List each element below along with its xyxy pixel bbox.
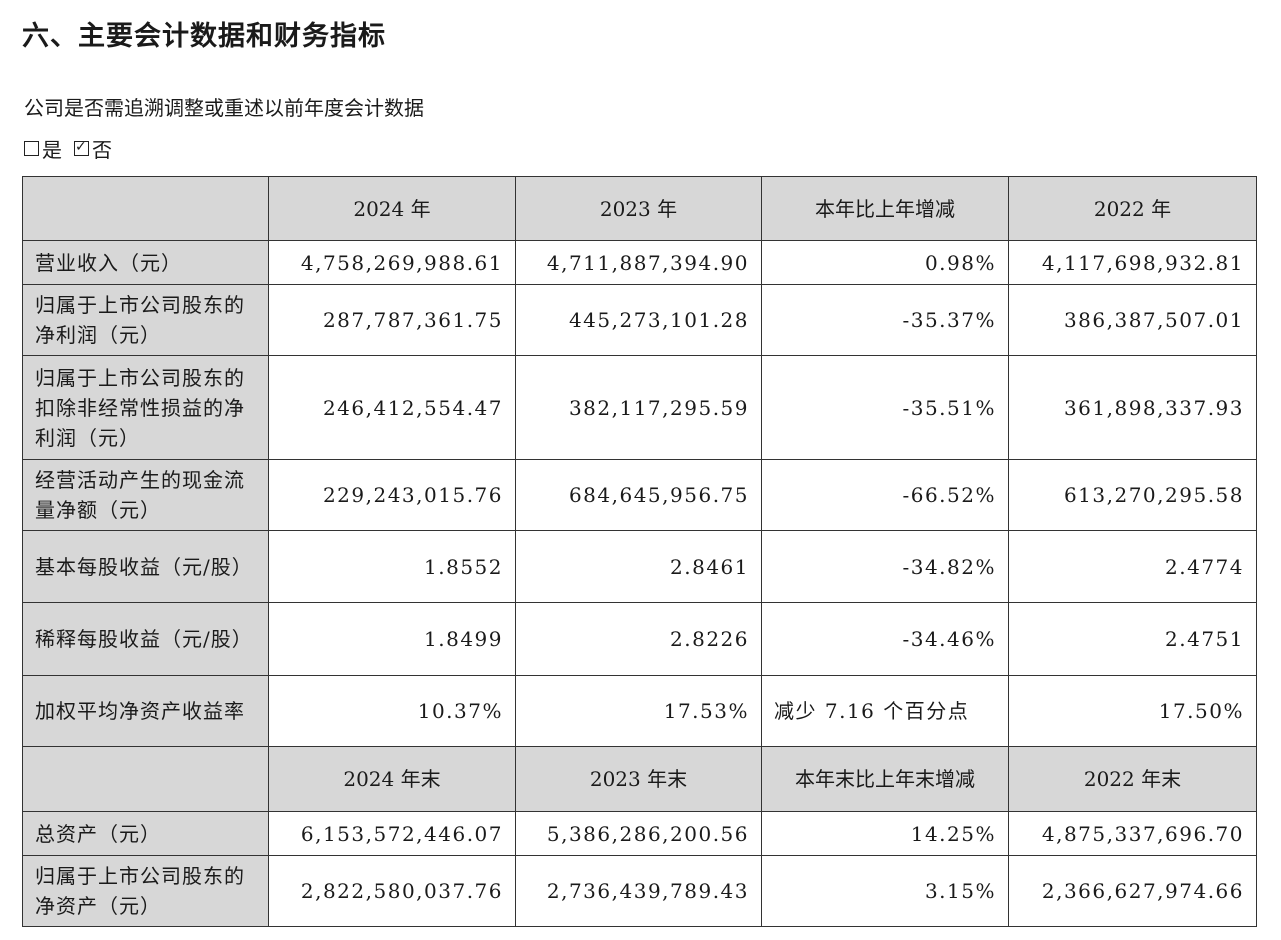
table-row: 营业收入（元） 4,758,269,988.61 4,711,887,394.9… <box>22 240 1257 285</box>
value-2022: 2.4774 <box>1008 530 1257 603</box>
header-cell: 本年末比上年末增减 <box>761 746 1009 812</box>
value-2024: 1.8499 <box>268 602 516 676</box>
value-2022: 4,117,698,932.81 <box>1008 240 1257 285</box>
table-header-row: 2024 年 2023 年 本年比上年增减 2022 年 <box>22 176 1257 241</box>
table-row: 稀释每股收益（元/股） 1.8499 2.8226 -34.46% 2.4751 <box>22 602 1257 676</box>
header-cell: 2023 年 <box>515 176 762 241</box>
financial-indicators-table: 2024 年 2023 年 本年比上年增减 2022 年 营业收入（元） 4,7… <box>22 176 1257 927</box>
value-change: -35.37% <box>761 284 1009 356</box>
header-cell: 2024 年末 <box>268 746 516 812</box>
value-2023: 5,386,286,200.56 <box>515 811 762 856</box>
value-2024: 2,822,580,037.76 <box>268 855 516 927</box>
restatement-options: 是 否 <box>24 134 112 163</box>
value-2024: 229,243,015.76 <box>268 459 516 531</box>
value-2023: 684,645,956.75 <box>515 459 762 531</box>
value-2023: 4,711,887,394.90 <box>515 240 762 285</box>
row-label: 经营活动产生的现金流量净额（元） <box>22 459 269 531</box>
table-row: 加权平均净资产收益率 10.37% 17.53% 减少 7.16 个百分点 17… <box>22 675 1257 747</box>
value-change: -34.46% <box>761 602 1009 676</box>
table-row: 归属于上市公司股东的净资产（元） 2,822,580,037.76 2,736,… <box>22 855 1257 927</box>
value-change: 0.98% <box>761 240 1009 285</box>
value-2023: 2.8461 <box>515 530 762 603</box>
value-2022: 386,387,507.01 <box>1008 284 1257 356</box>
restatement-question: 公司是否需追溯调整或重述以前年度会计数据 <box>24 96 424 120</box>
value-2023: 2.8226 <box>515 602 762 676</box>
value-2023: 382,117,295.59 <box>515 355 762 460</box>
checkbox-yes-icon <box>24 141 39 156</box>
value-2024: 246,412,554.47 <box>268 355 516 460</box>
value-change: -34.82% <box>761 530 1009 603</box>
row-label: 稀释每股收益（元/股） <box>22 602 269 676</box>
value-change: 3.15% <box>761 855 1009 927</box>
section-title: 六、主要会计数据和财务指标 <box>22 21 386 52</box>
value-2023: 445,273,101.28 <box>515 284 762 356</box>
value-2022: 2,366,627,974.66 <box>1008 855 1257 927</box>
row-label: 基本每股收益（元/股） <box>22 530 269 603</box>
row-label: 归属于上市公司股东的净资产（元） <box>22 855 269 927</box>
header-cell: 2022 年 <box>1008 176 1257 241</box>
header-cell: 2023 年末 <box>515 746 762 812</box>
row-label: 归属于上市公司股东的净利润（元） <box>22 284 269 356</box>
option-no-label: 否 <box>92 138 112 162</box>
value-2022: 17.50% <box>1008 675 1257 747</box>
row-label: 归属于上市公司股东的扣除非经常性损益的净利润（元） <box>22 355 269 460</box>
option-no: 否 <box>74 134 112 163</box>
row-label: 营业收入（元） <box>22 240 269 285</box>
value-2024: 1.8552 <box>268 530 516 603</box>
checkbox-no-checked-icon <box>74 137 89 157</box>
value-2022: 613,270,295.58 <box>1008 459 1257 531</box>
value-2023: 2,736,439,789.43 <box>515 855 762 927</box>
value-2022: 4,875,337,696.70 <box>1008 811 1257 856</box>
row-label: 加权平均净资产收益率 <box>22 675 269 747</box>
value-2024: 4,758,269,988.61 <box>268 240 516 285</box>
value-change: 减少 7.16 个百分点 <box>761 675 1009 747</box>
header-cell <box>22 746 269 812</box>
table-row: 总资产（元） 6,153,572,446.07 5,386,286,200.56… <box>22 811 1257 856</box>
option-yes-label: 是 <box>42 138 62 162</box>
value-2024: 10.37% <box>268 675 516 747</box>
value-2023: 17.53% <box>515 675 762 747</box>
header-cell: 2022 年末 <box>1008 746 1257 812</box>
table-header-row: 2024 年末 2023 年末 本年末比上年末增减 2022 年末 <box>22 746 1257 812</box>
value-2022: 2.4751 <box>1008 602 1257 676</box>
header-cell <box>22 176 269 241</box>
row-label: 总资产（元） <box>22 811 269 856</box>
value-2022: 361,898,337.93 <box>1008 355 1257 460</box>
option-yes: 是 <box>24 134 62 163</box>
value-change: 14.25% <box>761 811 1009 856</box>
table-row: 归属于上市公司股东的净利润（元） 287,787,361.75 445,273,… <box>22 284 1257 356</box>
value-2024: 287,787,361.75 <box>268 284 516 356</box>
value-2024: 6,153,572,446.07 <box>268 811 516 856</box>
value-change: -66.52% <box>761 459 1009 531</box>
table-row: 基本每股收益（元/股） 1.8552 2.8461 -34.82% 2.4774 <box>22 530 1257 603</box>
header-cell: 本年比上年增减 <box>761 176 1009 241</box>
table-row: 经营活动产生的现金流量净额（元） 229,243,015.76 684,645,… <box>22 459 1257 531</box>
table-row: 归属于上市公司股东的扣除非经常性损益的净利润（元） 246,412,554.47… <box>22 355 1257 460</box>
value-change: -35.51% <box>761 355 1009 460</box>
header-cell: 2024 年 <box>268 176 516 241</box>
